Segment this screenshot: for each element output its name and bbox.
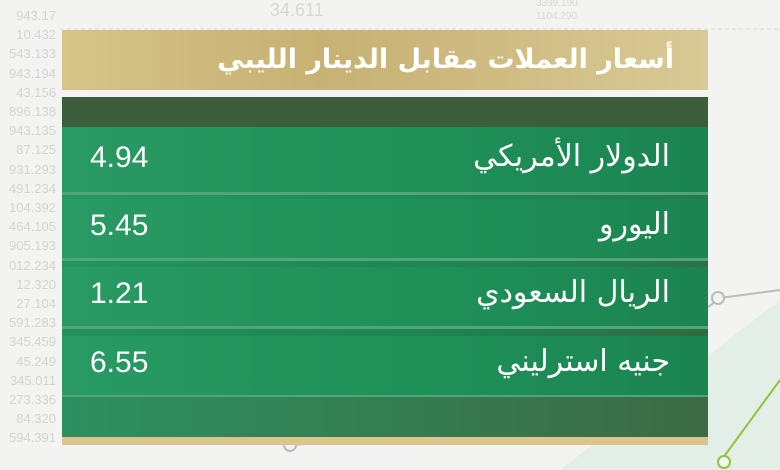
bg-number: 345.459: [9, 334, 56, 350]
currency-rates-panel: أسعار العملات مقابل الدينار الليبي الدول…: [62, 30, 708, 445]
currency-rate: 4.94: [90, 141, 149, 174]
bottom-gold-strip: [62, 437, 708, 445]
currency-rate: 5.45: [90, 209, 149, 242]
bg-top-number: 34.611: [270, 0, 324, 20]
bg-number: 905.193: [9, 238, 56, 254]
background-numbers: 943.17 10.432 543.133 943.194 43.156 896…: [0, 0, 56, 448]
bg-number: 27.104: [16, 296, 56, 312]
bg-number: 591.283: [9, 315, 56, 331]
currency-name: الريال السعودي: [476, 275, 670, 310]
bg-top-number: 3399.190: [536, 0, 578, 9]
rate-row-sar: الريال السعودي 1.21: [62, 267, 708, 329]
rate-row-gbp: جنيه استرليني 6.55: [62, 336, 708, 398]
rate-row-eur: اليورو 5.45: [62, 199, 708, 261]
currency-name: جنيه استرليني: [496, 344, 670, 379]
rate-row-usd: الدولار الأمريكي 4.94: [62, 127, 708, 195]
table-bottom-band: [62, 397, 708, 437]
bg-number: 464.105: [9, 219, 56, 235]
bg-number: 943.17: [16, 8, 56, 23]
bg-number: 943.194: [9, 65, 56, 81]
bg-top-number: 1104.290: [536, 11, 577, 22]
bg-number: 12.320: [16, 276, 56, 292]
currency-name: اليورو: [598, 207, 670, 242]
bg-number: 943.135: [9, 123, 56, 139]
bg-number: 84.320: [16, 411, 56, 427]
panel-title: أسعار العملات مقابل الدينار الليبي: [62, 30, 708, 90]
currency-name: الدولار الأمريكي: [473, 139, 670, 174]
bg-number: 491.234: [9, 180, 56, 196]
table-top-band: [62, 97, 708, 127]
bg-number: 896.138: [9, 104, 56, 120]
rates-table: الدولار الأمريكي 4.94 اليورو 5.45 الريال…: [62, 97, 708, 437]
bg-number: 931.293: [9, 161, 56, 177]
bg-number: 45.249: [16, 353, 56, 369]
bg-number: 543.133: [9, 46, 56, 62]
bg-number: 345.011: [9, 372, 56, 388]
currency-rate: 1.21: [90, 277, 149, 310]
bg-number: 10.432: [16, 27, 56, 43]
bg-number: 43.156: [16, 84, 56, 100]
bg-number: 273.336: [9, 392, 56, 408]
bg-number: 104.392: [9, 200, 56, 216]
bg-number: 594.391: [9, 430, 56, 446]
bg-number: 012.234: [9, 257, 56, 273]
bg-number: 87.125: [16, 142, 56, 158]
currency-rate: 6.55: [90, 346, 149, 379]
